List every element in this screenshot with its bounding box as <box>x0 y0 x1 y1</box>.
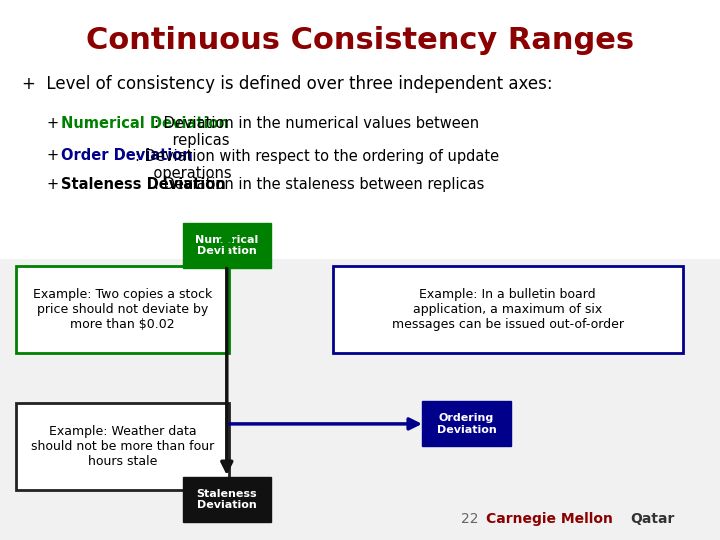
Text: +  Level of consistency is defined over three independent axes:: + Level of consistency is defined over t… <box>22 75 552 93</box>
Text: Numerical Deviation: Numerical Deviation <box>61 116 229 131</box>
Text: Order Deviation: Order Deviation <box>61 148 193 164</box>
Text: : Deviation in the staleness between replicas: : Deviation in the staleness between rep… <box>154 177 485 192</box>
Text: Staleness Deviation: Staleness Deviation <box>61 177 226 192</box>
Text: Numerical
Deviation: Numerical Deviation <box>195 235 258 256</box>
Text: Example: Weather data
should not be more than four
hours stale: Example: Weather data should not be more… <box>31 426 214 468</box>
Text: : Deviation with respect to the ordering of update
    operations: : Deviation with respect to the ordering… <box>135 148 499 181</box>
Text: +: + <box>47 177 59 192</box>
Text: +: + <box>47 116 59 131</box>
FancyBboxPatch shape <box>183 223 271 268</box>
Text: Carnegie Mellon: Carnegie Mellon <box>486 512 613 526</box>
FancyBboxPatch shape <box>0 259 720 540</box>
Text: Ordering
Deviation: Ordering Deviation <box>437 413 496 435</box>
Text: Qatar: Qatar <box>630 512 675 526</box>
FancyBboxPatch shape <box>16 403 229 490</box>
Text: Example: Two copies a stock
price should not deviate by
more than $0.02: Example: Two copies a stock price should… <box>33 288 212 330</box>
FancyBboxPatch shape <box>333 266 683 353</box>
FancyBboxPatch shape <box>16 266 229 353</box>
Text: +: + <box>47 148 59 164</box>
FancyBboxPatch shape <box>183 477 271 522</box>
Text: 22: 22 <box>462 512 479 526</box>
Text: : Deviation in the numerical values between
    replicas: : Deviation in the numerical values betw… <box>154 116 480 148</box>
Text: Example: In a bulletin board
application, a maximum of six
messages can be issue: Example: In a bulletin board application… <box>392 288 624 330</box>
Text: Staleness
Deviation: Staleness Deviation <box>197 489 257 510</box>
Text: Continuous Consistency Ranges: Continuous Consistency Ranges <box>86 26 634 55</box>
FancyBboxPatch shape <box>422 402 511 446</box>
